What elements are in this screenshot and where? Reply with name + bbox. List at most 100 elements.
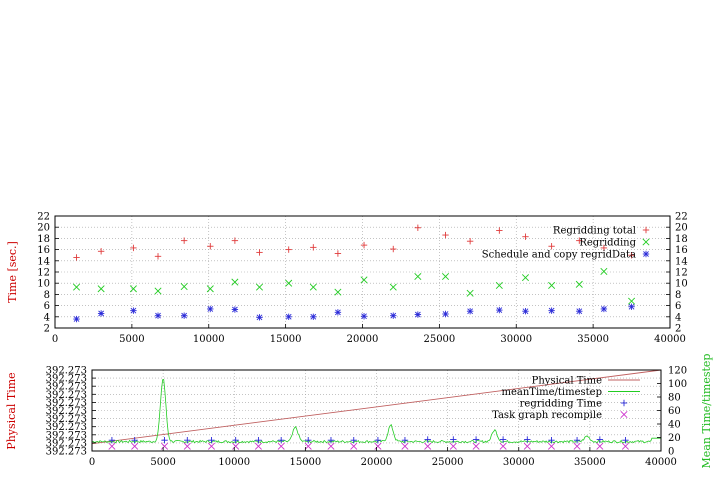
bottom-point-plus <box>524 436 531 443</box>
bottom-y2-tick-label: 0 <box>668 447 674 458</box>
top-x-tick-label: 35000 <box>577 334 609 345</box>
bottom-x-tick-label: 40000 <box>645 457 677 468</box>
top-point-plus <box>466 238 474 245</box>
top-legend-marker <box>642 250 650 258</box>
top-point-plus <box>496 227 503 234</box>
top-x-tick-label: 0 <box>52 334 58 345</box>
bottom-point-cross <box>621 442 629 450</box>
top-point-cross <box>414 272 422 280</box>
bottom-chart: 0 5000 10000 15000 20000 25000 30000 35000 40000… <box>5 354 713 469</box>
top-y2-tick-label: 18 <box>675 234 688 245</box>
bottom-point-plus <box>450 436 457 443</box>
top-y2-tick-label: 4 <box>675 312 681 323</box>
top-point-star <box>231 306 239 313</box>
top-y2-tick-label: 8 <box>675 290 681 301</box>
top-point-star <box>310 313 317 320</box>
bottom-y-tick-label: 392.273 <box>46 406 87 417</box>
top-point-plus <box>256 249 263 256</box>
top-point-cross <box>495 281 503 289</box>
top-point-star <box>414 311 422 318</box>
top-point-plus <box>334 250 342 257</box>
top-point-plus <box>73 254 80 261</box>
top-x-tick-label: 30000 <box>500 334 532 345</box>
top-y2-tick-label: 14 <box>675 256 688 267</box>
top-legend-label: Regridding <box>579 238 636 249</box>
bottom-point-plus <box>305 437 312 444</box>
bottom-point-plus <box>108 437 116 444</box>
bottom-y2-tick-label: 20 <box>668 433 681 444</box>
bottom-point-cross <box>401 442 409 450</box>
top-point-plus <box>97 248 105 255</box>
top-y2-tick-label: 2 <box>675 324 681 335</box>
top-y-tick-label: 22 <box>37 212 50 223</box>
top-point-star <box>256 314 263 321</box>
bottom-x-tick-label: 10000 <box>218 457 250 468</box>
bottom-ticks: 0 5000 10000 15000 20000 25000 30000 35000 40000… <box>46 366 687 469</box>
top-point-star <box>548 307 555 314</box>
top-y2-tick-label: 6 <box>675 301 681 312</box>
top-x-tick-label: 40000 <box>654 334 686 345</box>
bottom-point-plus <box>374 437 382 444</box>
bottom-point-plus <box>131 437 138 444</box>
top-legend-label: Regridding total <box>553 226 636 237</box>
top-y2-tick-label: 20 <box>675 223 688 234</box>
top-y-tick-label: 20 <box>37 223 50 234</box>
top-legend-marker <box>642 226 650 234</box>
top-point-cross <box>548 281 556 289</box>
bottom-legend-label: Physical Time <box>532 376 602 387</box>
bottom-y2-tick-label: 80 <box>668 393 681 404</box>
top-y2-tick-label: 16 <box>675 245 688 256</box>
bottom-point-plus <box>472 436 480 443</box>
bottom-x-tick-label: 0 <box>89 457 95 468</box>
bottom-y-tick-label: 392.273 <box>46 366 87 377</box>
top-ticks: 0 5000 10000 15000 20000 25000 30000 35000 40000… <box>37 212 687 346</box>
top-point-cross <box>334 288 342 296</box>
top-point-plus <box>390 245 397 253</box>
bottom-point-plus <box>184 437 191 444</box>
bottom-legend-marker <box>620 399 628 407</box>
bottom-y-tick-label: 392.273 <box>46 430 87 441</box>
bottom-y-tick-label: 392.273 <box>46 390 87 401</box>
top-y2-tick-label: 22 <box>675 212 688 223</box>
top-point-star <box>442 310 449 318</box>
bottom-point-cross <box>232 442 240 450</box>
bottom-point-plus <box>499 436 507 443</box>
top-point-star <box>576 308 583 315</box>
top-y-tick-label: 12 <box>37 268 50 279</box>
bottom-point-cross <box>183 442 191 450</box>
top-point-star <box>73 315 80 323</box>
physical-time-line <box>91 369 662 445</box>
top-point-plus <box>414 224 422 231</box>
bottom-y-tick-label: 392.273 <box>46 414 87 425</box>
top-point-plus <box>600 244 608 252</box>
top-point-cross <box>442 272 450 280</box>
top-point-cross <box>389 283 397 291</box>
top-point-plus <box>628 252 635 259</box>
bottom-legend: Physical TimemeanTime/timestepregridding… <box>492 376 640 421</box>
top-point-star <box>130 307 137 314</box>
top-y-tick-label: 4 <box>44 312 50 323</box>
top-point-star <box>600 305 608 313</box>
top-point-cross <box>600 267 608 275</box>
top-point-cross <box>129 285 137 293</box>
top-legend-label: Schedule and copy regridData <box>482 250 636 261</box>
top-chart: 0 5000 10000 15000 20000 25000 30000 35000 40000… <box>6 212 688 346</box>
top-point-cross <box>255 283 264 291</box>
bottom-point-plus <box>327 437 335 444</box>
bottom-point-cross <box>596 442 604 450</box>
top-y-tick-label: 8 <box>44 290 50 301</box>
top-point-plus <box>130 244 137 252</box>
bottom-y2-tick-label: 40 <box>668 420 681 431</box>
top-point-star <box>628 303 635 310</box>
top-point-star <box>154 312 162 319</box>
bottom-point-plus <box>548 437 555 444</box>
top-point-cross <box>154 287 162 295</box>
top-point-cross <box>628 297 636 305</box>
top-x-tick-label: 15000 <box>270 334 302 345</box>
bottom-y-tick-label: 392.273 <box>46 382 87 393</box>
bottom-x-tick-label: 25000 <box>432 457 464 468</box>
top-point-star <box>207 305 214 313</box>
top-y-tick-label: 18 <box>37 234 50 245</box>
top-point-cross <box>285 279 293 287</box>
top-point-star <box>496 306 503 314</box>
